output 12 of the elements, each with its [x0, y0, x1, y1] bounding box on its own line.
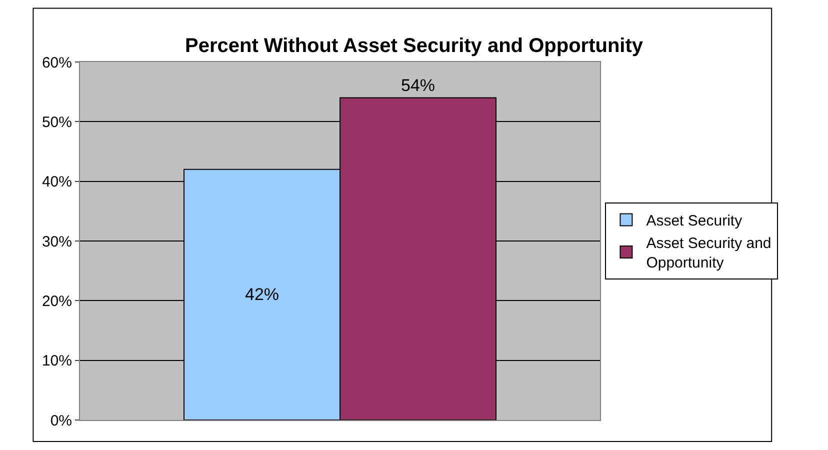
- y-tick-label: 30%: [42, 233, 72, 250]
- y-tick-label: 50%: [42, 114, 72, 131]
- legend-label: Asset Security: [646, 212, 743, 230]
- data-label: 42%: [244, 285, 280, 304]
- legend-label: Asset Security and Opportunity: [646, 235, 772, 272]
- y-tick-label: 60%: [42, 54, 72, 72]
- y-tick-label: 10%: [42, 352, 72, 370]
- data-label: 54%: [400, 76, 436, 95]
- chart-title: Percent Without Asset Security and Opportunity: [184, 35, 644, 57]
- y-tick-label: 40%: [42, 174, 72, 191]
- y-tick-label: 0%: [50, 412, 72, 430]
- y-tick-label: 20%: [42, 292, 72, 310]
